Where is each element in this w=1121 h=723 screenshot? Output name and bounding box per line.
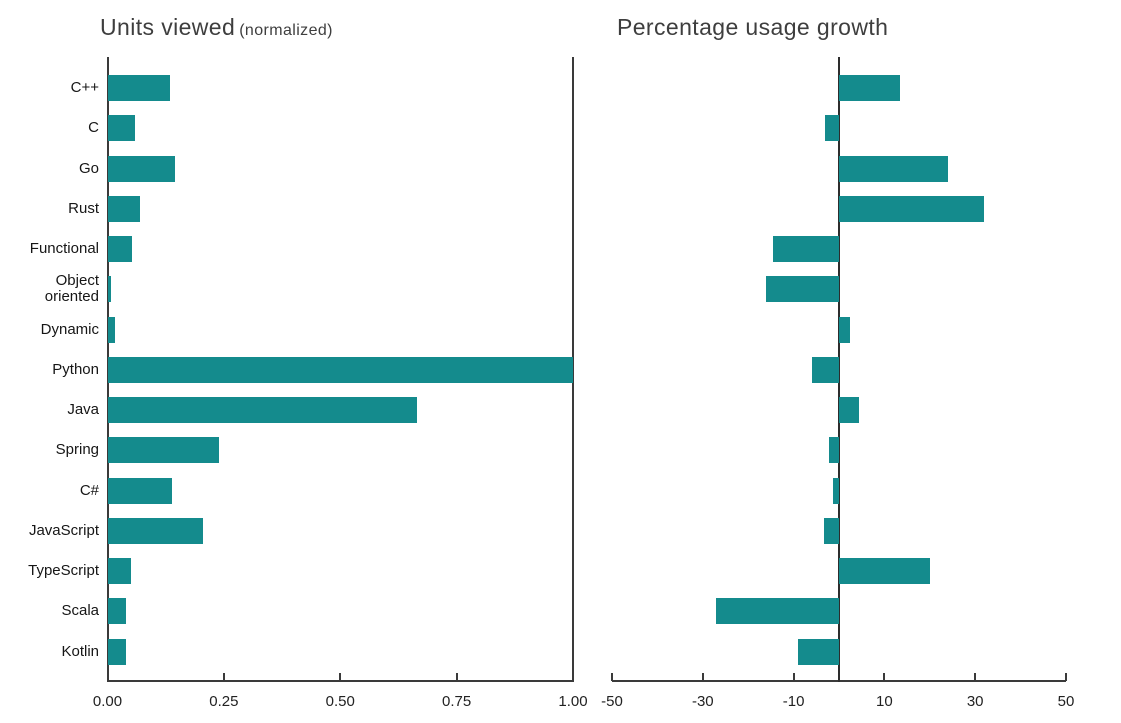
bar-c [107, 477, 172, 504]
x-tick-mark [339, 673, 342, 681]
category-label-rust: Rust [68, 199, 99, 217]
bar-dynamic [839, 316, 851, 343]
bar-c [833, 477, 839, 504]
category-label-dynamic: Dynamic [40, 320, 99, 338]
x-tick-mark [611, 673, 613, 681]
x-tick-mark [883, 673, 886, 681]
bar-go [107, 155, 175, 182]
bar-java [107, 397, 418, 423]
zero-baseline [838, 57, 840, 682]
x-tick-label: -10 [782, 693, 805, 710]
bar-rust [107, 195, 141, 222]
y-axis-right-spine [572, 57, 574, 682]
category-label-kotlin: Kotlin [61, 642, 99, 660]
category-label-java: Java [67, 401, 99, 418]
bar-spring [828, 437, 839, 464]
bar-javascript [107, 517, 203, 544]
x-tick-label: 30 [966, 693, 984, 710]
bar-kotlin [798, 638, 839, 665]
bar-typescript [107, 558, 131, 584]
right-chart-title-text: Percentage usage growth [617, 14, 889, 40]
bar-python [811, 356, 839, 383]
bar-java [839, 397, 860, 423]
x-tick-mark [222, 673, 225, 681]
bar-c [107, 75, 171, 101]
bar-scala [716, 598, 839, 625]
x-tick-mark [701, 673, 704, 681]
bar-c [839, 75, 901, 101]
x-tick-mark [1065, 673, 1067, 681]
category-label-object-oriented: Object oriented [44, 272, 99, 306]
category-label-scala: Scala [61, 602, 99, 620]
right-chart-title: Percentage usage growth [617, 14, 888, 41]
bar-kotlin [107, 638, 127, 665]
x-tick-label: -30 [691, 693, 714, 710]
bar-object-oriented [766, 276, 839, 303]
category-label-javascript: JavaScript [28, 521, 99, 539]
x-tick-label: 1.00 [558, 693, 588, 710]
bar-python [107, 356, 573, 383]
category-label-typescript: TypeScript [28, 562, 99, 579]
x-tick-label: 50 [1057, 693, 1075, 710]
bar-typescript [839, 558, 930, 584]
bar-javascript [824, 517, 839, 544]
category-label-go: Go [78, 159, 99, 177]
x-tick-mark [455, 673, 458, 681]
bar-object-oriented [107, 276, 112, 303]
x-tick-mark [974, 673, 977, 681]
category-label-spring: Spring [55, 441, 99, 459]
x-tick-label: 0.50 [325, 693, 355, 710]
x-tick-label: 0.25 [209, 693, 239, 710]
category-label-python: Python [52, 360, 99, 378]
category-label-c: C# [79, 481, 99, 499]
category-label-c: C [88, 119, 99, 137]
bar-c [825, 115, 839, 142]
category-label-c: C++ [70, 79, 99, 96]
x-tick-label: 0.00 [92, 693, 123, 710]
x-tick-label: 10 [876, 693, 893, 710]
left-chart-title-subtitle: (normalized) [239, 22, 333, 39]
bar-functional [107, 236, 133, 262]
category-label-functional: Functional [29, 240, 99, 257]
x-tick-mark [792, 673, 795, 681]
x-tick-label: 0.75 [442, 693, 472, 710]
left-chart-title-text: Units viewed [100, 14, 236, 40]
x-axis-spine [107, 680, 573, 682]
bar-rust [839, 195, 985, 222]
bar-go [839, 155, 948, 182]
x-tick-label: -50 [601, 693, 623, 710]
left-chart-title: Units viewed (normalized) [100, 14, 333, 41]
bar-spring [107, 437, 220, 464]
bar-c [107, 115, 136, 142]
bar-scala [107, 598, 127, 625]
bar-functional [773, 236, 839, 262]
bar-dynamic [107, 316, 116, 343]
